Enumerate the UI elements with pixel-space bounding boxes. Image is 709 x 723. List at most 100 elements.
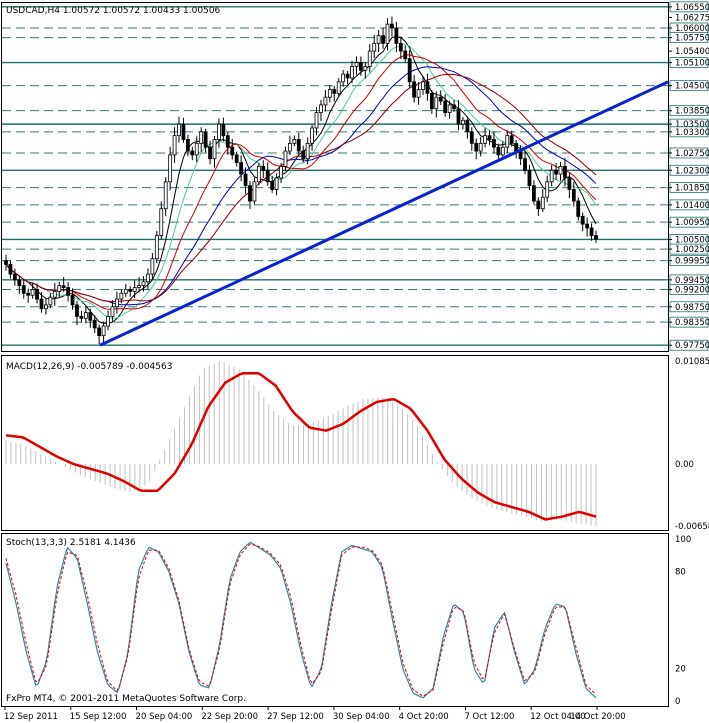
candle-body (527, 169, 532, 187)
candle-body (35, 289, 39, 300)
candle-body (487, 135, 492, 140)
stoch-signal-line (5, 543, 597, 697)
candle-body (123, 289, 128, 294)
price-panel-header: USDCAD,H4 1.00572 1.00572 1.00433 1.0050… (6, 6, 221, 16)
stoch-panel-frame (1, 533, 669, 707)
candle-body (336, 81, 341, 94)
candle-body (154, 235, 159, 260)
price-tick-label: 1.01850 (675, 184, 709, 194)
stoch-axis-label: 0 (675, 697, 680, 707)
candle-body (350, 66, 354, 79)
candle-body (421, 81, 425, 90)
macd-signal-line (5, 371, 597, 521)
candle-body (332, 89, 337, 94)
candle-body (110, 306, 115, 317)
candle-body (66, 287, 71, 296)
price-tick-label: 0.99950 (675, 257, 709, 267)
stoch-axis-label: 80 (675, 567, 686, 577)
candles (4, 16, 598, 345)
candle-body (128, 289, 133, 292)
candle-body (137, 285, 141, 288)
candle-body (132, 287, 137, 292)
candle-body (390, 23, 394, 29)
candle-body (531, 185, 536, 202)
candle-body (505, 135, 510, 148)
candle-body (57, 285, 62, 292)
time-axis: 12 Sep 2011 15 Sep 12:00 20 Sep 04:00 22 Se… (4, 706, 626, 722)
time-tick-label: 7 Oct 12:00 (464, 712, 514, 722)
candle-body (39, 298, 44, 310)
moving-average-line (5, 73, 597, 302)
candle-body (115, 298, 119, 308)
candle-body (243, 173, 248, 187)
moving-averages (5, 35, 597, 324)
candle-body (412, 81, 417, 98)
candle-body (434, 96, 439, 110)
macd-plot (5, 361, 597, 527)
candle-body (248, 185, 252, 202)
candle-body (540, 196, 545, 210)
candle-body (101, 325, 106, 337)
candle-body (177, 123, 181, 137)
candle-body (407, 58, 412, 83)
candle-body (88, 312, 93, 321)
candle-body (310, 127, 314, 144)
candle-body (461, 119, 465, 125)
stoch-axis: 100 80 20 0 (675, 535, 691, 707)
price-tick-label: 1.04500 (675, 82, 709, 92)
time-tick-label: 4 Oct 20:00 (399, 712, 449, 722)
candle-body (274, 177, 279, 190)
candle-body (199, 131, 204, 144)
candle-body (305, 142, 310, 160)
candle-body (194, 142, 199, 156)
price-tick-label: 0.98350 (675, 318, 709, 328)
candle-body (256, 166, 261, 183)
stoch-plot (5, 541, 597, 699)
candle-body (190, 150, 195, 156)
trendline (99, 80, 669, 347)
candle-body (567, 177, 572, 190)
candle-body (48, 296, 53, 306)
candle-body (563, 166, 567, 179)
candle-body (523, 158, 527, 171)
time-tick-label: 20 Sep 04:00 (136, 712, 193, 722)
macd-axis-label: 0.00 (675, 460, 694, 470)
time-tick-label: 27 Sep 12:00 (267, 712, 324, 722)
time-tick-label: 15 Sep 12:00 (70, 712, 127, 722)
candle-body (447, 104, 452, 113)
candle-body (394, 27, 399, 44)
candle-body (70, 294, 75, 306)
candle-body (168, 154, 173, 183)
candle-body (21, 285, 26, 294)
candle-body (26, 292, 31, 296)
stoch-main-line (5, 541, 597, 699)
time-tick-label: 30 Sep 04:00 (333, 712, 390, 722)
candle-body (221, 123, 226, 137)
trendline-group (99, 80, 669, 347)
candle-body (83, 312, 88, 319)
candle-body (438, 96, 443, 102)
candle-body (296, 139, 301, 152)
candle-body (452, 104, 456, 110)
candle-body (172, 135, 177, 156)
moving-average-line (5, 35, 597, 324)
candle-body (17, 279, 22, 287)
candle-body (554, 169, 558, 175)
candle-body (279, 166, 283, 179)
candle-body (456, 108, 461, 125)
time-tick-label: 14 Oct 20:00 (570, 712, 625, 722)
candle-body (288, 142, 292, 152)
candle-body (292, 139, 297, 144)
candle-body (327, 89, 332, 98)
candle-body (185, 139, 190, 152)
candle-body (141, 281, 146, 287)
candle-body (30, 289, 35, 296)
candle-body (252, 181, 257, 202)
candle-body (159, 208, 164, 237)
candle-body (203, 131, 208, 148)
candle-body (314, 112, 319, 129)
footer-copyright: FxPro MT4, © 2001-2011 MetaQuotes Softwa… (6, 694, 246, 704)
price-tick-label: 1.05100 (675, 59, 709, 69)
